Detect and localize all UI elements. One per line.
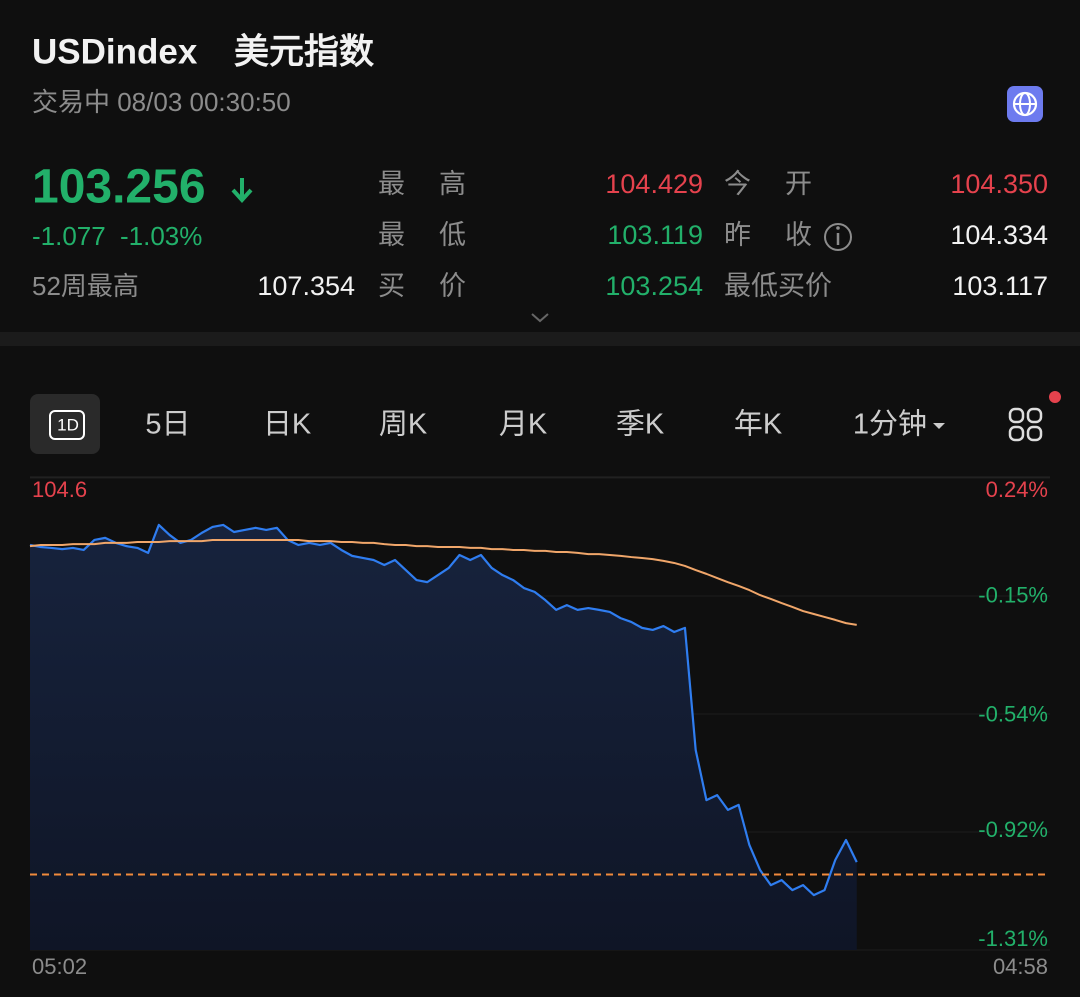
tab[interactable]: 年K (734, 408, 783, 441)
layout-icon[interactable] (1008, 407, 1043, 442)
notification-dot (1049, 391, 1061, 403)
tab-selected-bg (30, 394, 100, 454)
tab[interactable]: 月K (499, 409, 548, 441)
y2-tick-label: 0.24% (986, 477, 1048, 502)
y-tick-label: 104.6 (32, 477, 87, 502)
week52-value: 107.354 (257, 271, 355, 301)
name: 美元指数 (234, 32, 374, 71)
dropdown-caret (933, 423, 945, 429)
y2-tick-label: -0.54% (978, 701, 1048, 726)
field-value: 103.117 (952, 271, 1048, 301)
y2-tick-label: -0.92% (978, 817, 1048, 842)
tab[interactable]: 1D (57, 415, 79, 434)
field-value: 104.429 (605, 169, 703, 199)
change: -1.077 (32, 221, 106, 251)
tab-selected-box (49, 410, 85, 440)
field-value: 103.119 (607, 220, 703, 250)
y2-tick-label: -1.31% (978, 926, 1048, 951)
separator (0, 332, 1080, 346)
average-line (29, 538, 857, 626)
field-value: 104.334 (950, 220, 1048, 250)
x-tick-label: 04:58 (993, 954, 1048, 979)
field-value: 104.350 (950, 169, 1048, 199)
week52-label: 52周最高 (32, 271, 139, 301)
symbol: USDindex (32, 32, 198, 71)
tab[interactable]: 周K (379, 409, 428, 441)
field-value: 103.254 (605, 271, 703, 301)
tab[interactable]: 季K (616, 408, 665, 441)
change-pct: -1.03% (120, 221, 202, 251)
tab[interactable]: 日K (263, 409, 312, 441)
field-label: 最低买价 (724, 271, 832, 301)
expand-chevron[interactable] (531, 313, 549, 323)
price-area (30, 524, 857, 950)
globe-button[interactable] (1007, 86, 1043, 122)
tab[interactable]: 5日 (145, 409, 190, 441)
down-arrow (231, 178, 253, 203)
price-line (29, 523, 858, 897)
price: 103.256 (32, 161, 206, 214)
status: 交易中 08/03 00:30:50 (32, 87, 291, 117)
info-icon[interactable] (824, 223, 852, 251)
x-tick-label: 05:02 (32, 954, 87, 979)
y2-tick-label: -0.15% (978, 583, 1048, 608)
tab[interactable]: 1分钟 (853, 408, 927, 441)
